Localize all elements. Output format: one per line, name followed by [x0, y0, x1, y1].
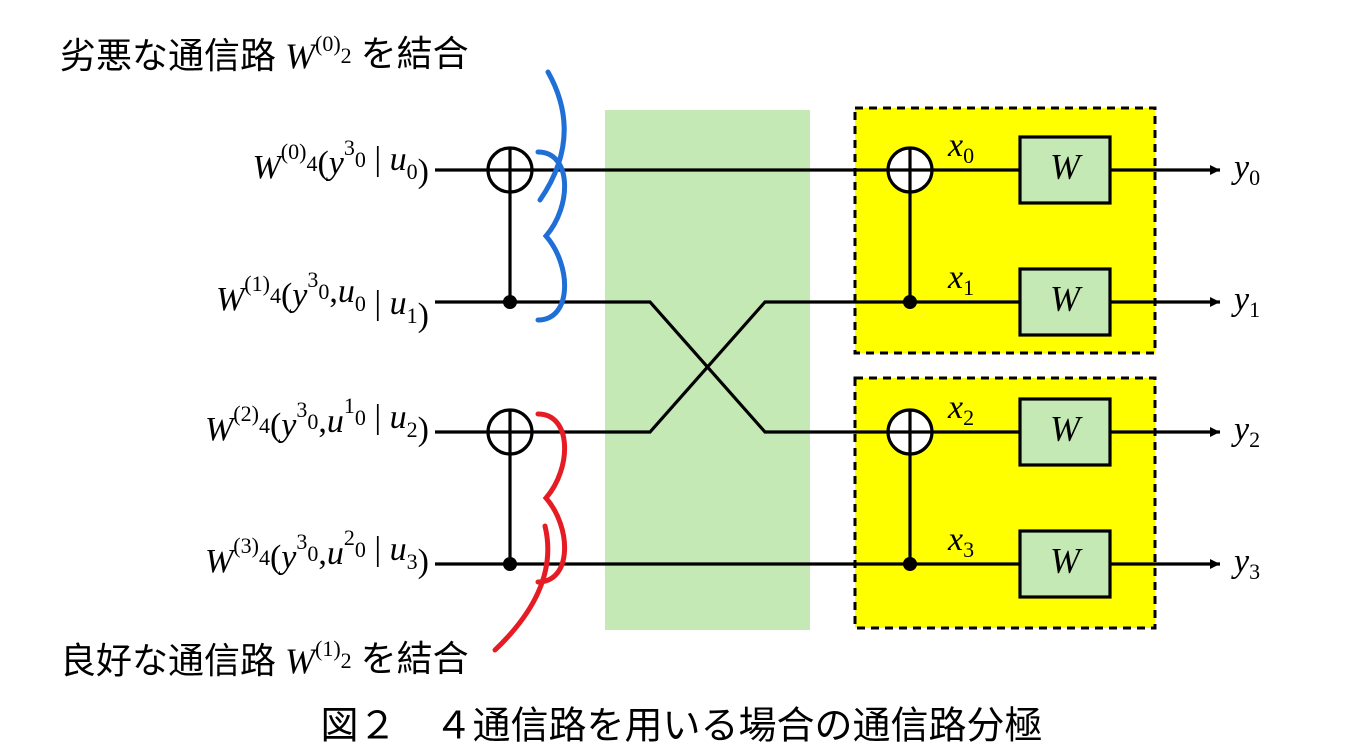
annotation-good-channel-leader: [495, 526, 548, 650]
annotation-bad-channel: 劣悪な通信路 W(0)2 を結合: [60, 31, 469, 76]
annotation-bad-channel-leader: [540, 72, 564, 200]
svg-text:W: W: [1050, 278, 1083, 318]
annotation-good-channel: 良好な通信路 W(1)2 を結合: [60, 636, 469, 681]
svg-text:W: W: [1050, 408, 1083, 448]
input-channel-label: W(0)4(y30 | u0): [252, 135, 429, 190]
input-channel-label: W(3)4(y30,u20 | u3): [205, 525, 429, 580]
y-label: y1: [1231, 281, 1260, 322]
polar-code-figure: WWWWx0x1x2x3y0y1y2y3W(0)4(y30 | u0)W(1)4…: [0, 0, 1363, 756]
svg-text:W: W: [1050, 146, 1083, 186]
pair-curl: [538, 414, 565, 582]
figure-caption: 図２ ４通信路を用いる場合の通信路分極: [320, 706, 1042, 748]
input-channel-label: W(1)4(y30,u0 | u1): [216, 267, 429, 334]
input-channel-label: W(2)4(y30,u10 | u2): [205, 393, 429, 448]
svg-text:W: W: [1050, 540, 1083, 580]
y-label: y3: [1231, 543, 1260, 584]
y-label: y0: [1231, 149, 1260, 190]
permutation-box: [605, 110, 810, 630]
y-label: y2: [1231, 411, 1260, 452]
